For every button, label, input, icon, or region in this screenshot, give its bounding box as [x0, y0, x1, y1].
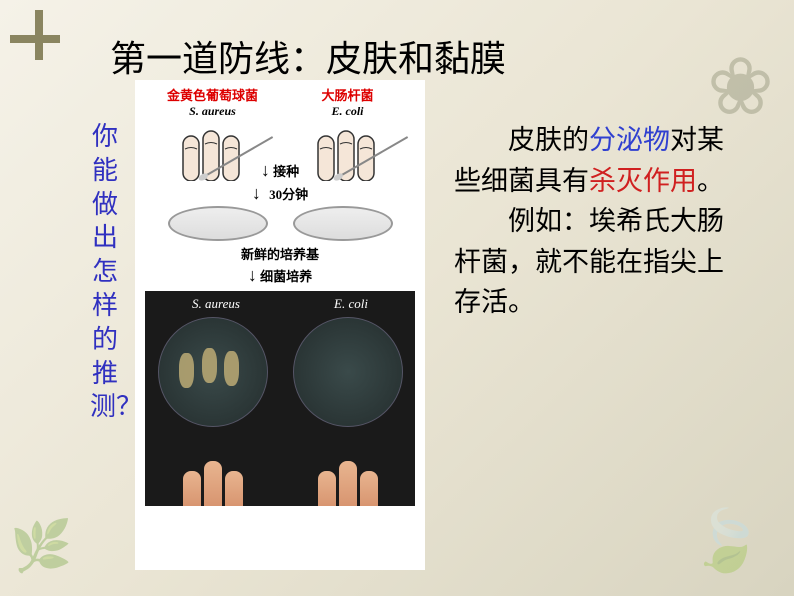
photo-dishes — [145, 317, 415, 456]
petri-dish-1 — [168, 206, 268, 241]
arrow-down-icon: ↓ — [261, 160, 270, 180]
p1-highlight-blue: 分泌物 — [589, 125, 670, 155]
bacteria1-cn-label: 金黄色葡萄球菌 — [153, 85, 273, 104]
time-step: ↓ 30分钟 — [135, 183, 425, 204]
corner-decoration — [10, 10, 70, 70]
swab-unit-1: 金黄色葡萄球菌 S. aureus — [153, 85, 273, 158]
p1-suffix: 。 — [697, 166, 724, 196]
petri-dish-2 — [293, 206, 393, 241]
swab-row: 金黄色葡萄球菌 S. aureus 大肠杆菌 E. coli — [135, 80, 425, 158]
result-label-1: S. aureus — [192, 296, 240, 312]
bacteria1-en-label: S. aureus — [153, 104, 273, 119]
explanation-text: 皮肤的分泌物对某些细菌具有杀灭作用。 例如：埃希氏大肠杆菌，就不能在指尖上存活。 — [454, 120, 744, 323]
photo-labels: S. aureus E. coli — [145, 291, 415, 317]
explanation-p1: 皮肤的分泌物对某些细菌具有杀灭作用。 — [454, 120, 744, 201]
result-photo: S. aureus E. coli — [145, 291, 415, 506]
inoculate-label: 接种 — [273, 164, 299, 179]
experiment-diagram: 金黄色葡萄球菌 S. aureus 大肠杆菌 E. coli — [135, 80, 425, 570]
leaf-decoration-bottom: 🍃 — [689, 505, 764, 576]
petri-row — [135, 206, 425, 241]
result-label-2: E. coli — [334, 296, 368, 312]
bacteria-colonies — [174, 348, 254, 398]
bacteria2-cn-label: 大肠杆菌 — [288, 85, 408, 104]
arrow-down-icon: ↓ — [248, 265, 257, 285]
slide-title: 第一道防线：皮肤和黏膜 — [110, 30, 506, 82]
photo-fingers — [145, 456, 415, 506]
time-label: 30分钟 — [269, 187, 308, 202]
vertical-question: 你能做出怎样的推测？ — [90, 120, 120, 424]
culture-label: 细菌培养 — [260, 269, 312, 284]
bacteria2-en-label: E. coli — [288, 104, 408, 119]
p1-highlight-red: 杀灭作用 — [589, 166, 697, 196]
explanation-p2: 例如：埃希氏大肠杆菌，就不能在指尖上存活。 — [454, 201, 744, 323]
culture-step: ↓ 细菌培养 — [135, 265, 425, 286]
finger-group-1 — [183, 456, 243, 506]
arrow-down-icon: ↓ — [252, 183, 261, 203]
p1-prefix: 皮肤的 — [508, 125, 589, 155]
leaf-decoration-bottom-left: 🌿 — [10, 517, 72, 576]
medium-label: 新鲜的培养基 — [135, 244, 425, 263]
result-dish-1 — [158, 317, 268, 427]
result-dish-2 — [293, 317, 403, 427]
finger-group-2 — [318, 456, 378, 506]
swab-unit-2: 大肠杆菌 E. coli — [288, 85, 408, 158]
